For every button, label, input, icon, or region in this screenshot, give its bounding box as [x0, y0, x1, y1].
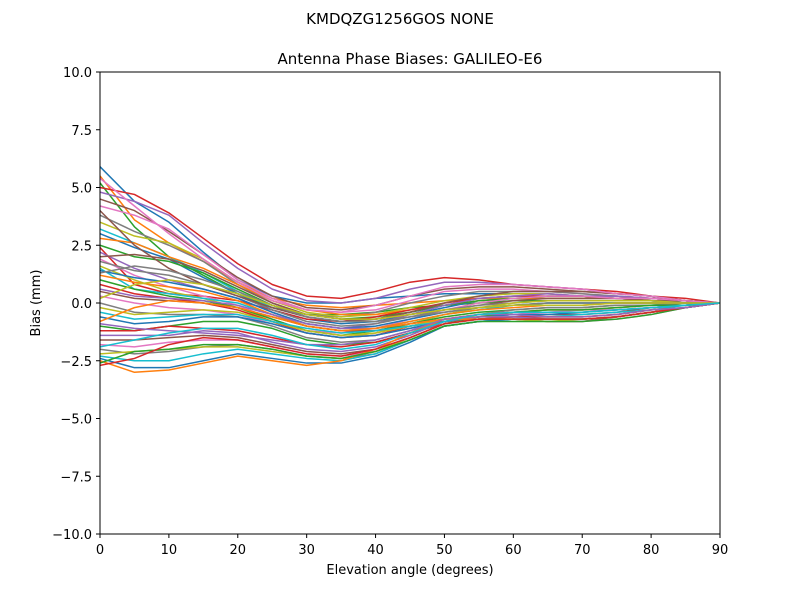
y-tick-label: 7.5 [71, 124, 92, 139]
x-tick-label: 80 [643, 543, 660, 558]
series-line-45 [99, 302, 721, 346]
x-axis-label: Elevation angle (degrees) [326, 563, 493, 578]
y-tick-label: −2.5 [60, 355, 92, 370]
series-line-50 [99, 302, 721, 350]
y-tick-label: −5.0 [60, 413, 92, 428]
y-tick-label: 5.0 [71, 182, 92, 197]
x-tick-label: 0 [96, 543, 104, 558]
series-line-49 [99, 279, 720, 320]
y-tick-label: −10.0 [52, 528, 92, 543]
series-layer [99, 166, 721, 374]
series-line-44 [99, 302, 721, 367]
y-axis: −10.0 −7.5 −5.0 −2.5 0.0 2.5 5.0 7.5 10.0 [52, 66, 100, 543]
figure-suptitle: KMDQZG1256GOS NONE [306, 10, 494, 28]
x-tick-label: 60 [505, 543, 522, 558]
y-tick-label: 2.5 [71, 239, 92, 254]
series-line-30 [99, 302, 721, 334]
series-line-43 [99, 302, 721, 364]
y-tick-label: 0.0 [71, 297, 92, 312]
y-axis-label: Bias (mm) [29, 270, 44, 337]
x-tick-label: 40 [367, 543, 384, 558]
x-tick-label: 50 [436, 543, 453, 558]
y-tick-label: −7.5 [60, 470, 92, 485]
x-tick-label: 90 [712, 543, 729, 558]
x-tick-label: 20 [230, 543, 247, 558]
x-axis: 0 10 20 30 40 50 60 70 80 90 [96, 534, 728, 558]
x-tick-label: 10 [161, 543, 178, 558]
chart-title: Antenna Phase Biases: GALILEO-E6 [278, 50, 543, 68]
y-tick-label: 10.0 [63, 66, 92, 81]
x-tick-label: 30 [298, 543, 315, 558]
series-line-47 [99, 177, 721, 313]
series-line-4 [99, 186, 721, 304]
x-tick-label: 70 [574, 543, 591, 558]
